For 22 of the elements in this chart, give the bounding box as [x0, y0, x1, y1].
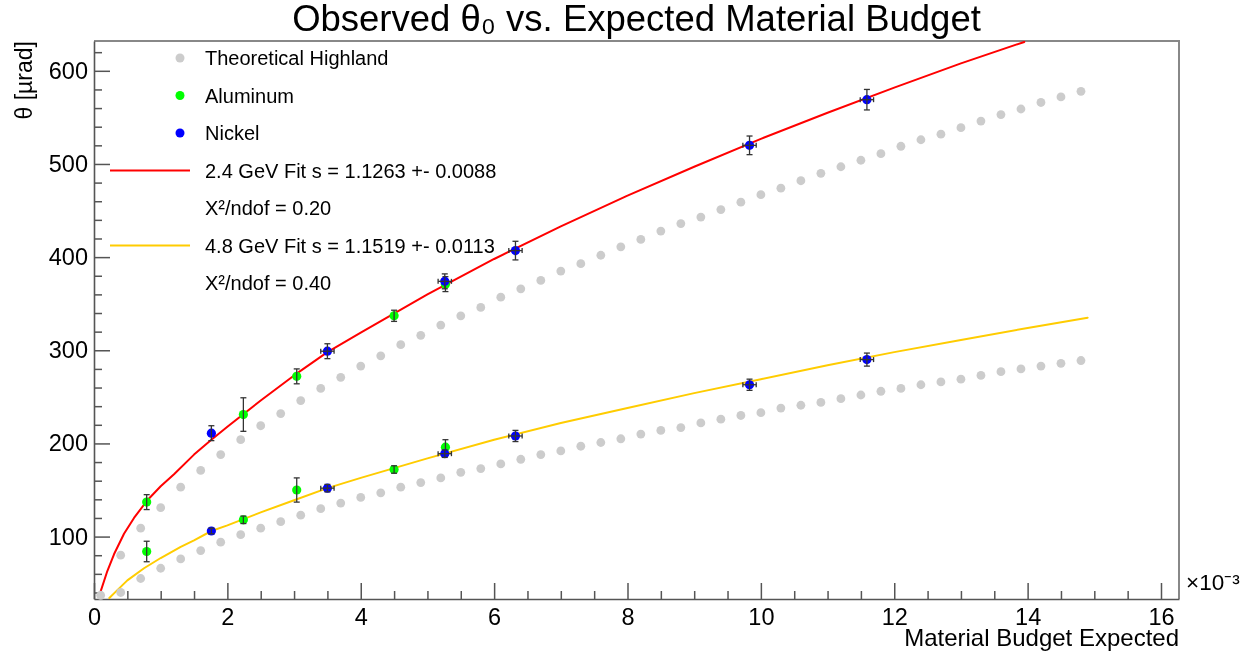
legend-label: Aluminum	[205, 84, 294, 107]
y-tick-label: 100	[48, 523, 88, 550]
annotation: X²/ndof = 0.20	[205, 197, 332, 219]
x-tick-label: 2	[221, 603, 235, 630]
legend-label: Theoretical Highland	[205, 47, 389, 69]
chart-title: Observed θ₀ vs. Expected Material Budget	[292, 0, 981, 39]
y-axis-title: θ [µrad]	[11, 41, 37, 120]
legend-label: Nickel	[205, 122, 260, 144]
y-tick-label: 300	[48, 337, 88, 364]
y-tick-label: 600	[48, 57, 88, 84]
legend-label: 4.8 GeV Fit s = 1.1519 +- 0.0113	[205, 234, 495, 257]
y-tick-label: 500	[48, 150, 88, 177]
x-tick-label: 6	[488, 603, 502, 630]
y-tick-label: 200	[48, 430, 88, 457]
y-tick-label: 400	[48, 244, 88, 271]
x-tick-label: 4	[354, 603, 368, 630]
x-tick-label: 10	[748, 603, 775, 630]
annotation: X²/ndof = 0.40	[205, 272, 332, 294]
text: ×10⁻³	[1186, 570, 1241, 595]
x-tick-label: 8	[621, 603, 635, 630]
x-tick-label: 0	[87, 603, 102, 630]
legend-label: 2.4 GeV Fit s = 1.1263 +- 0.0088	[205, 159, 497, 182]
